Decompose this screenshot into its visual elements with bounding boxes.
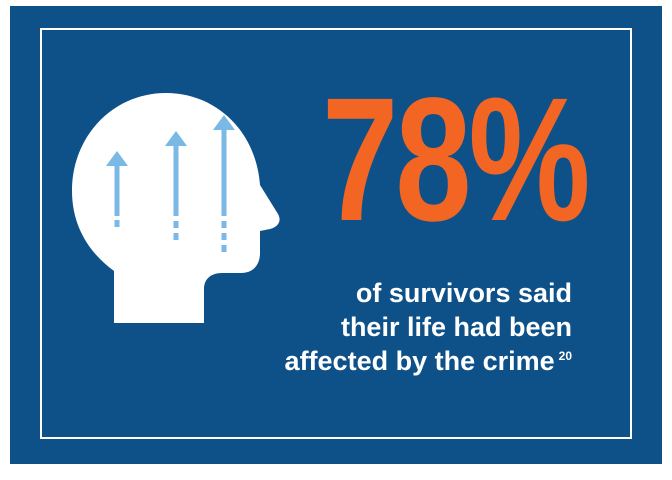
footnote-reference: 20 [558, 349, 572, 363]
arrow-middle [165, 131, 187, 240]
caption-line-1: of survivors said [355, 278, 572, 308]
caption-line-2: their life had been [340, 312, 572, 342]
arrow-left [106, 151, 128, 227]
statistic-percentage: 78% [322, 62, 591, 258]
caption-line-3-text: affected by the crime [284, 346, 555, 376]
statistic-caption: of survivors said their life had been af… [222, 276, 572, 378]
head-with-rising-arrows-icon [72, 93, 280, 323]
white-frame-border [40, 28, 632, 439]
rising-arrows [106, 115, 235, 252]
caption-line-3: affected by the crime 20 [222, 344, 572, 378]
arrow-right [213, 115, 235, 252]
